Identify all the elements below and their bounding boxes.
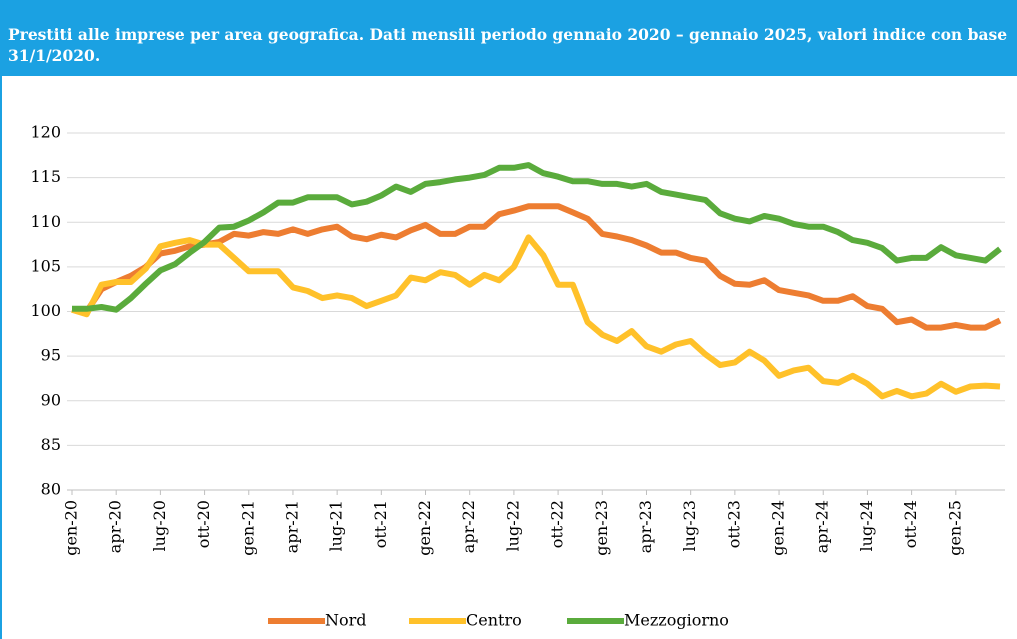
x-tick-label: apr-21	[282, 500, 301, 553]
x-tick-label: lug-24	[857, 500, 876, 551]
y-tick-label: 80	[41, 480, 61, 499]
x-tick-label: gen-25	[945, 500, 964, 556]
legend-label: Mezzogiorno	[624, 611, 729, 630]
x-tick-label: gen-23	[592, 500, 611, 556]
frame	[0, 76, 2, 639]
x-tick-label: gen-21	[238, 500, 257, 556]
x-tick-label: apr-22	[459, 500, 478, 553]
x-tick-label: ott-22	[548, 500, 567, 548]
y-tick-label: 85	[41, 435, 61, 454]
y-tick-label: 105	[30, 256, 61, 275]
y-tick-label: 120	[30, 123, 61, 142]
y-tick-label: 115	[30, 167, 61, 186]
x-tick-label: apr-20	[106, 500, 125, 553]
x-tick-label: gen-22	[415, 500, 434, 556]
y-tick-label: 110	[30, 212, 61, 231]
x-tick-label: ott-21	[371, 500, 390, 548]
legend-label: Centro	[466, 611, 522, 630]
line-series	[72, 162, 1002, 313]
x-tick-label: ott-20	[194, 500, 213, 548]
x-tick-label: apr-24	[813, 500, 832, 553]
legend-label: Nord	[325, 611, 367, 630]
x-tick-label: apr-23	[636, 500, 655, 553]
x-tick-label: ott-23	[724, 500, 743, 548]
x-tick-label: lug-21	[327, 500, 346, 551]
x-tick-label: lug-20	[150, 500, 169, 551]
x-tick-label: lug-22	[503, 500, 522, 551]
chart-title: Prestiti alle imprese per area geografic…	[0, 0, 1017, 76]
x-tick-label: ott-24	[901, 500, 920, 548]
x-tick-label: lug-23	[680, 500, 699, 551]
y-tick-label: 90	[41, 390, 61, 409]
x-tick-label: gen-20	[62, 500, 81, 556]
line-series	[71, 203, 1002, 331]
line-series	[71, 234, 1001, 400]
y-tick-label: 95	[41, 346, 61, 365]
x-tick-label: gen-24	[769, 500, 788, 556]
y-tick-label: 100	[30, 301, 61, 320]
